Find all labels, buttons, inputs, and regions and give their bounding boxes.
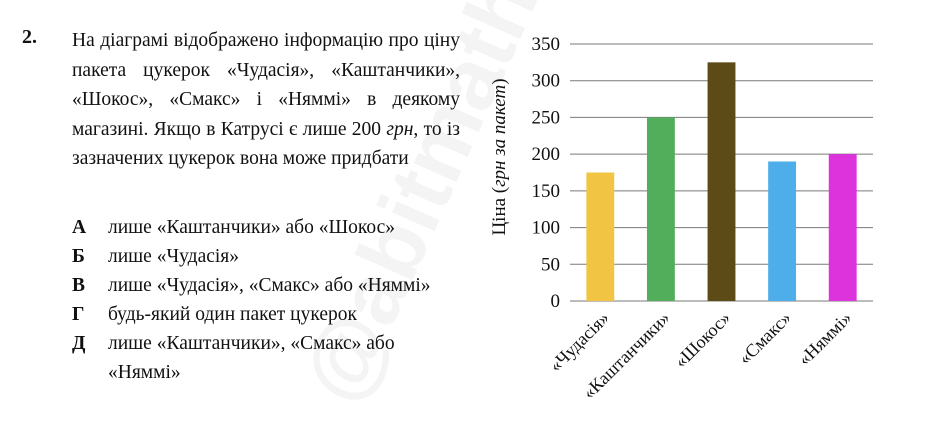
- question-text-before: На діаграмі відображено інформацію про ц…: [72, 30, 460, 140]
- x-category-label: «Шокос»: [670, 308, 734, 372]
- y-axis-label: Ціна (грн за пакет): [489, 78, 510, 235]
- bar: [586, 172, 615, 301]
- question-text-after: , то із зазначених цукерок вона може при…: [72, 118, 460, 170]
- option-v[interactable]: В лише «Чудасія», «Смакс» або «Няммі»: [72, 271, 472, 300]
- y-tick-label: 50: [541, 254, 560, 275]
- option-text: лише «Каштанчики», «Смакс» або «Няммі»: [108, 333, 395, 383]
- y-tick-labels: 0 50 100 150 200 250 300 350: [532, 34, 561, 312]
- y-tick-label: 250: [532, 107, 561, 128]
- option-d[interactable]: Д лише «Каштанчики», «Смакс» або «Няммі»: [72, 329, 472, 387]
- option-letter: Г: [72, 304, 85, 325]
- y-tick-label: 300: [532, 71, 561, 92]
- bar: [707, 62, 736, 301]
- x-category-label: «Смакс»: [734, 308, 795, 369]
- y-axis-label-unit: грн за пакет: [489, 85, 510, 187]
- option-letter: Б: [72, 246, 85, 267]
- option-text: лише «Чудасія»: [108, 246, 240, 267]
- bar: [646, 117, 675, 301]
- option-g[interactable]: Г будь-який один пакет цукерок: [72, 300, 472, 329]
- y-tick-label: 350: [532, 34, 561, 55]
- x-category-label: «Няммі»: [794, 308, 856, 370]
- bar: [768, 161, 797, 301]
- question-number: 2.: [22, 26, 37, 48]
- option-b[interactable]: Б лише «Чудасія»: [72, 242, 472, 271]
- y-tick-label: 200: [532, 144, 561, 165]
- option-text: лише «Чудасія», «Смакс» або «Няммі»: [108, 275, 431, 296]
- y-tick-label: 0: [551, 291, 561, 312]
- bar: [828, 154, 857, 301]
- option-letter: А: [72, 217, 87, 238]
- question-text: На діаграмі відображено інформацію про ц…: [72, 26, 460, 174]
- option-letter: Д: [72, 333, 86, 354]
- option-letter: В: [72, 275, 86, 296]
- option-text: лише «Каштанчики» або «Шокос»: [108, 217, 396, 238]
- y-axis-label-suffix: ): [489, 78, 510, 84]
- bars: [586, 62, 857, 301]
- answer-options: А лише «Каштанчики» або «Шокос» Б лише «…: [72, 213, 472, 387]
- y-tick-label: 150: [532, 181, 561, 202]
- option-a[interactable]: А лише «Каштанчики» або «Шокос»: [72, 213, 472, 242]
- question-unit: грн: [386, 118, 414, 140]
- y-tick-label: 100: [532, 218, 561, 239]
- price-bar-chart: 0 50 100 150 200 250 300 350 «Чудасія»«Каштанчи…: [489, 34, 873, 403]
- x-category-labels: «Чудасія»«Каштанчики»«Шокос» «Смакс» «Нямм…: [545, 308, 855, 403]
- y-axis-label-prefix: Ціна (: [489, 187, 510, 236]
- option-text: будь-який один пакет цукерок: [108, 304, 357, 325]
